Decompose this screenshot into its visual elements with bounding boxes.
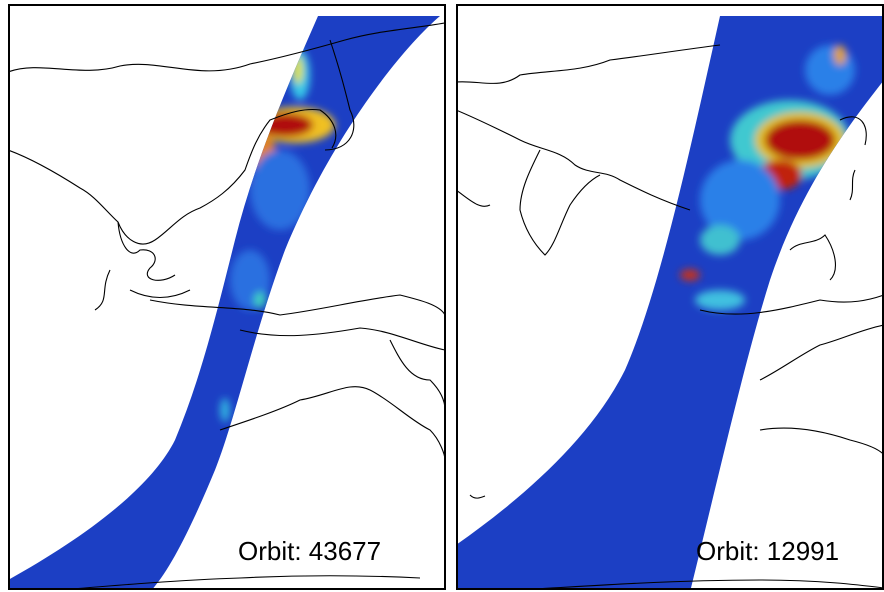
orbit-label: Orbit: 12991: [696, 536, 839, 566]
panel-right: Orbit: 12991: [450, 0, 884, 592]
panel-left: Orbit: 43677: [0, 0, 460, 592]
orbit-label: Orbit: 43677: [238, 536, 381, 566]
map-figure: Orbit: 43677: [0, 0, 884, 592]
